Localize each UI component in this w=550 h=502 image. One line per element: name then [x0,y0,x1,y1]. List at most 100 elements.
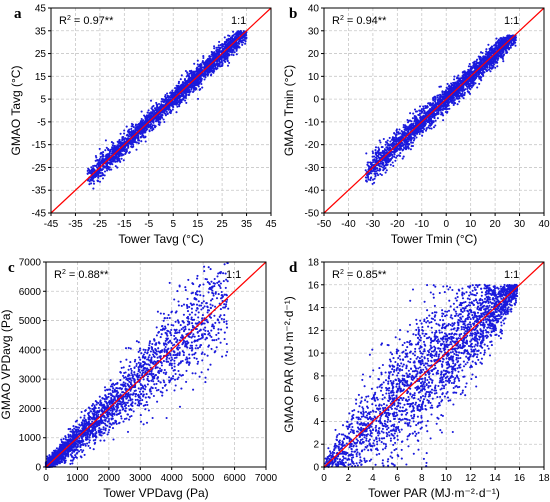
data-point [442,107,445,110]
data-point [156,118,159,121]
data-point [411,117,414,120]
data-point [194,81,197,84]
data-point [192,87,195,90]
data-point [417,113,420,116]
data-point [127,142,131,145]
data-point [418,105,422,108]
data-point [111,147,114,150]
data-point [199,65,202,68]
data-point [130,140,133,143]
data-point [179,101,182,104]
data-point [406,145,410,148]
data-point [412,136,415,139]
data-point [158,115,161,118]
data-point [223,40,226,44]
data-point [155,103,158,106]
data-point [377,174,380,177]
data-point [123,132,126,135]
data-point [476,86,479,89]
panel-letter: a [14,6,22,22]
data-point [161,105,164,108]
data-point [135,148,138,151]
data-point [86,172,89,175]
data-point [444,89,448,92]
data-point [237,40,240,43]
data-point [228,61,231,64]
data-point [102,151,105,154]
data-point [479,60,482,63]
data-point [199,88,202,91]
data-point [203,78,206,81]
data-point [369,177,372,180]
data-point [149,99,153,102]
data-point [166,92,169,95]
data-point [237,34,240,37]
data-point [191,73,194,76]
data-point [196,63,199,66]
data-point [468,62,471,66]
data-point [120,154,123,157]
data-point [399,152,402,155]
data-point [146,123,150,126]
data-point [112,160,115,163]
y-tick-label: -15 [32,140,47,151]
data-point [365,176,368,179]
data-point [474,63,477,66]
data-point [375,167,378,170]
data-point [127,134,130,138]
data-point [144,140,147,143]
data-point [244,40,247,43]
data-point [117,141,120,145]
data-point [240,41,243,44]
data-point [152,119,155,122]
data-point [492,65,495,68]
data-point [98,161,101,164]
data-point [98,171,101,174]
data-point [134,123,138,126]
data-point [485,48,488,51]
data-point [414,110,418,113]
data-point [379,153,382,157]
data-point [365,179,368,182]
data-point [142,131,145,134]
data-point [98,159,101,162]
data-point [174,100,177,103]
data-point [221,50,224,53]
panel-b: -50 -40 -30 -20 -10 0 10 20 30 40-50-40-30-20-100… [282,4,550,247]
x-tick-label: -25 [93,219,108,230]
data-point [384,143,387,146]
y-tick-label: 25 [35,49,47,60]
data-point [458,100,461,103]
data-point [139,125,142,128]
x-tick-label: 45 [265,219,277,230]
data-point [101,177,105,180]
data-point [130,122,133,125]
data-point [210,50,213,53]
data-point [372,159,375,162]
data-point [403,131,406,134]
data-point [460,79,463,82]
data-point [160,97,163,101]
data-point [197,78,201,81]
data-point [162,118,165,121]
data-point [226,60,229,63]
data-point [218,60,221,63]
data-point [140,110,143,113]
data-point [148,124,151,127]
data-point [133,137,136,140]
data-point [123,150,126,153]
data-point [389,163,392,166]
data-point [490,58,493,61]
data-point [428,117,431,120]
data-point [207,60,210,63]
data-point [436,94,439,97]
data-point [422,105,425,108]
data-point [412,112,415,115]
data-point [163,120,166,124]
data-point [92,180,95,183]
data-point [185,93,188,96]
data-point [215,46,218,49]
data-point [490,66,494,69]
data-point [375,157,378,160]
